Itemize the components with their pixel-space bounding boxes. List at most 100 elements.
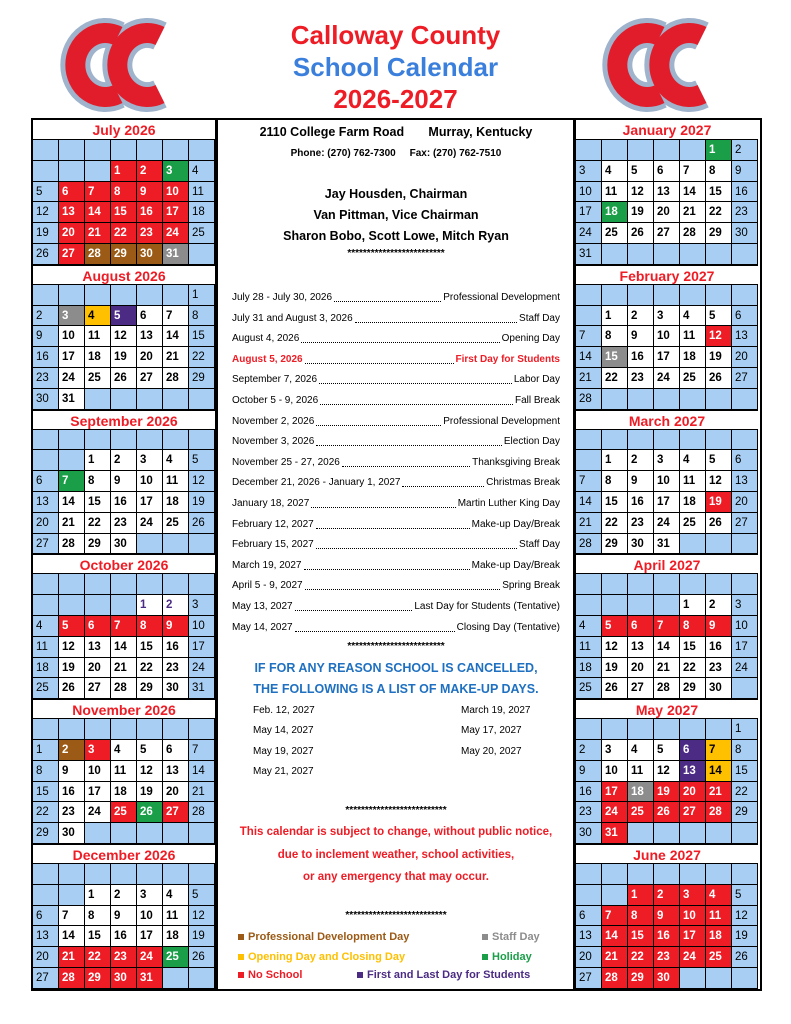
leader bbox=[316, 434, 502, 447]
day-cell: 23 bbox=[576, 802, 602, 824]
day-cell: 26 bbox=[732, 947, 758, 968]
day-cell: 24 bbox=[85, 802, 111, 824]
day-cell bbox=[628, 429, 654, 451]
day-cell: 5 bbox=[111, 305, 137, 327]
day-cell bbox=[628, 388, 654, 410]
month-header: September 2026 bbox=[33, 409, 215, 430]
day-cell: 11 bbox=[189, 181, 215, 203]
day-cell bbox=[576, 284, 602, 306]
event-date: January 18, 2027 bbox=[232, 498, 310, 509]
day-cell bbox=[654, 595, 680, 616]
frame bbox=[31, 118, 762, 991]
day-cell: 11 bbox=[602, 181, 628, 203]
day-cell: 8 bbox=[33, 760, 59, 782]
day-cell: 19 bbox=[137, 781, 163, 803]
day-cell: 11 bbox=[85, 326, 111, 348]
day-cell bbox=[654, 719, 680, 740]
day-cell: 18 bbox=[706, 926, 732, 948]
day-cell: 14 bbox=[85, 202, 111, 224]
day-cell: 26 bbox=[137, 802, 163, 824]
day-cell: 10 bbox=[189, 616, 215, 637]
day-cell: 7 bbox=[111, 616, 137, 637]
day-cell bbox=[163, 823, 189, 844]
day-cell: 20 bbox=[576, 947, 602, 968]
day-cell: 3 bbox=[602, 740, 628, 761]
day-cell bbox=[576, 719, 602, 740]
day-cell bbox=[137, 284, 163, 306]
day-cell: 31 bbox=[59, 388, 85, 410]
day-cell: 28 bbox=[59, 533, 85, 555]
day-cell: 25 bbox=[163, 947, 189, 968]
day-cell: 21 bbox=[163, 347, 189, 368]
day-cell: 29 bbox=[137, 678, 163, 700]
day-cell bbox=[732, 678, 758, 700]
day-cell: 15 bbox=[137, 636, 163, 658]
day-cell: 2 bbox=[576, 740, 602, 761]
event-description: Closing Day (Tentative) bbox=[456, 621, 560, 633]
day-cell: 2 bbox=[706, 595, 732, 616]
day-cell: 18 bbox=[33, 657, 59, 679]
day-cell bbox=[680, 429, 706, 451]
day-cell: 19 bbox=[111, 347, 137, 368]
day-cell bbox=[111, 429, 137, 451]
day-cell: 7 bbox=[576, 471, 602, 492]
month-header: March 2027 bbox=[576, 409, 758, 430]
day-cell: 30 bbox=[163, 678, 189, 700]
day-cell: 6 bbox=[85, 616, 111, 637]
day-cell bbox=[59, 450, 85, 472]
day-cell: 22 bbox=[85, 947, 111, 968]
day-cell: 18 bbox=[85, 347, 111, 368]
day-cell: 1 bbox=[602, 305, 628, 327]
day-cell bbox=[111, 140, 137, 161]
day-cell: 29 bbox=[732, 802, 758, 824]
month-header: November 2026 bbox=[33, 699, 215, 720]
day-cell: 17 bbox=[189, 636, 215, 658]
day-cell bbox=[137, 429, 163, 451]
day-cell: 8 bbox=[732, 740, 758, 761]
day-cell bbox=[163, 864, 189, 885]
legend-item: Staff Day bbox=[482, 930, 540, 944]
month-header: February 2027 bbox=[576, 264, 758, 285]
day-cell: 29 bbox=[706, 223, 732, 244]
day-cell: 13 bbox=[163, 760, 189, 782]
day-cell bbox=[85, 388, 111, 410]
day-cell: 1 bbox=[732, 719, 758, 740]
day-cell: 13 bbox=[33, 926, 59, 948]
leader bbox=[334, 290, 442, 302]
day-cell: 20 bbox=[654, 202, 680, 224]
day-cell: 16 bbox=[111, 926, 137, 948]
day-cell bbox=[732, 284, 758, 306]
day-cell bbox=[33, 450, 59, 472]
day-cell bbox=[189, 388, 215, 410]
day-cell: 26 bbox=[654, 802, 680, 824]
board-member: Sharon Bobo, Scott Lowe, Mitch Ryan bbox=[283, 229, 509, 243]
day-cell: 14 bbox=[680, 181, 706, 203]
day-cell bbox=[706, 864, 732, 885]
day-cell: 9 bbox=[163, 616, 189, 637]
day-cell: 30 bbox=[576, 823, 602, 844]
day-cell bbox=[576, 305, 602, 327]
day-cell: 25 bbox=[628, 802, 654, 824]
day-cell: 27 bbox=[163, 802, 189, 824]
day-cell: 15 bbox=[189, 326, 215, 348]
day-cell bbox=[628, 864, 654, 885]
day-cell: 29 bbox=[680, 678, 706, 700]
day-cell: 27 bbox=[137, 368, 163, 389]
day-cell: 26 bbox=[706, 368, 732, 389]
day-cell: 16 bbox=[137, 202, 163, 224]
event-date: May 13, 2027 bbox=[232, 601, 293, 612]
day-cell bbox=[602, 388, 628, 410]
leader bbox=[315, 517, 470, 529]
day-cell: 28 bbox=[59, 968, 85, 989]
day-cell: 12 bbox=[33, 202, 59, 224]
day-cell: 21 bbox=[189, 781, 215, 803]
legend-swatch bbox=[482, 954, 488, 960]
day-cell: 28 bbox=[576, 533, 602, 555]
day-cell bbox=[111, 864, 137, 885]
legend-label: No School bbox=[248, 969, 303, 981]
separator: ************************* bbox=[347, 641, 445, 652]
day-cell: 5 bbox=[628, 160, 654, 182]
day-cell: 26 bbox=[706, 512, 732, 534]
day-cell bbox=[59, 160, 85, 182]
day-cell: 23 bbox=[654, 947, 680, 968]
